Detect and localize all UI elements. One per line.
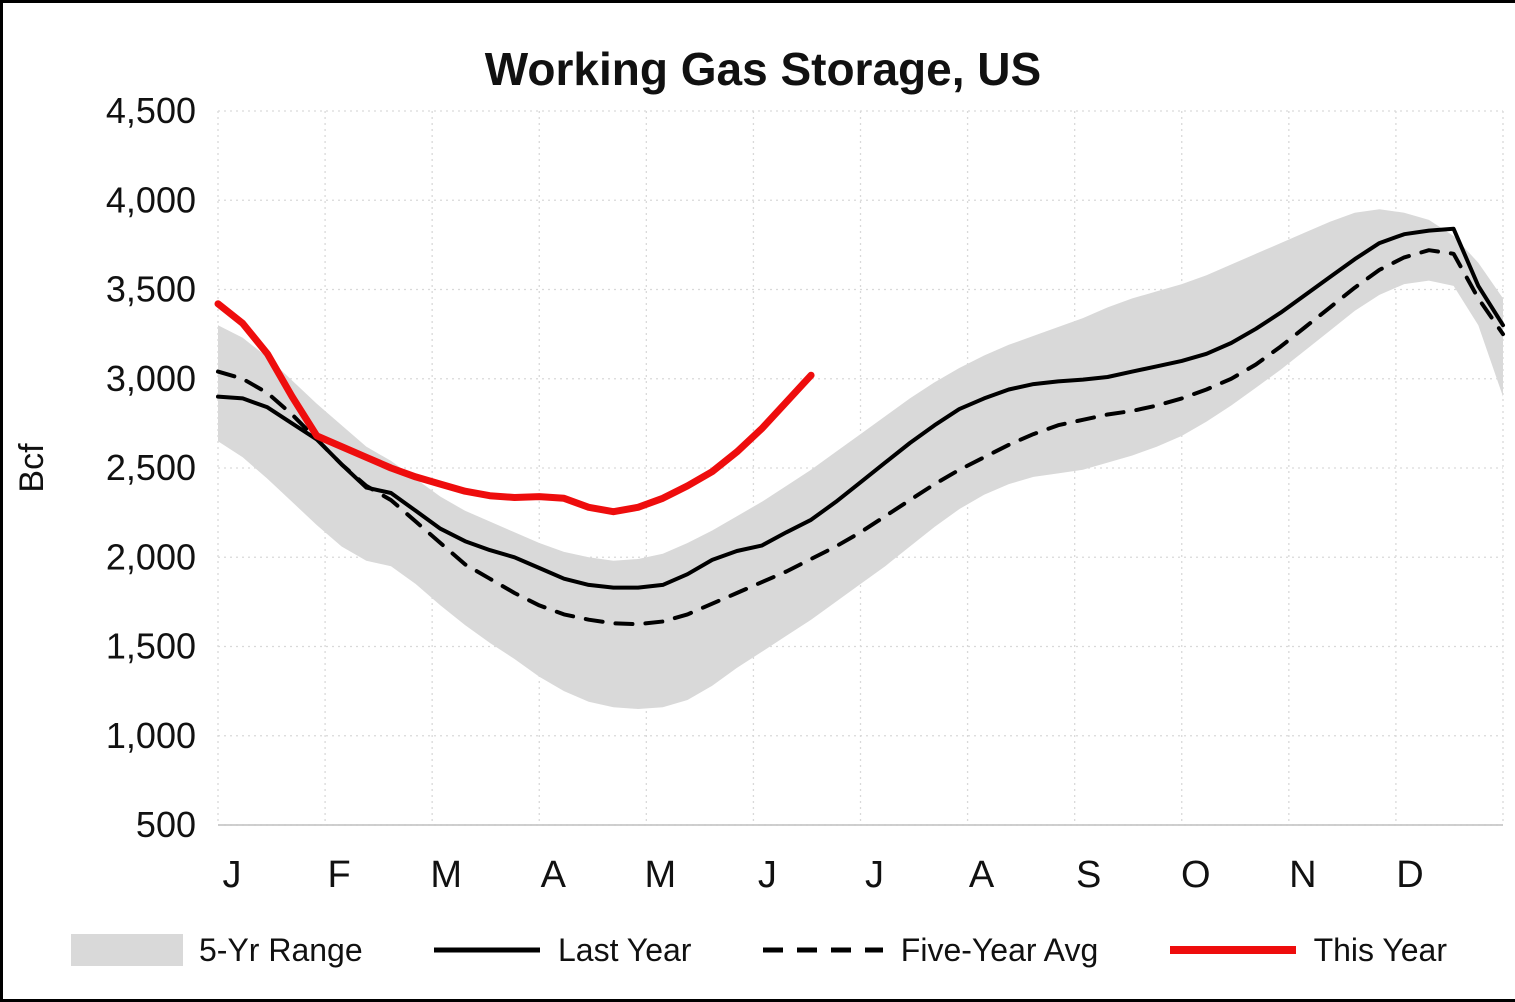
legend-label-this-year: This Year [1313, 931, 1447, 968]
x-month-label: N [1289, 854, 1316, 896]
y-tick-label: 1,000 [106, 715, 196, 756]
x-month-label: J [865, 854, 884, 896]
five-year-range-band [218, 209, 1503, 709]
y-tick-label: 1,500 [106, 626, 196, 667]
x-month-label: S [1076, 854, 1101, 896]
x-month-label: A [969, 854, 995, 896]
five-yr-range-swatch [71, 934, 183, 966]
y-axis-title: Bcf [13, 443, 51, 493]
legend-label-five-year-avg: Five-Year Avg [900, 931, 1099, 968]
y-tick-label: 2,000 [106, 536, 196, 577]
y-tick-label: 4,000 [106, 179, 196, 220]
y-axis-tick-labels: 500 1,000 1,500 2,000 2,500 3,000 3,500 4,000 4,… [106, 90, 196, 845]
y-tick-label: 500 [136, 804, 196, 845]
x-month-label: J [758, 854, 777, 896]
x-month-label: D [1396, 854, 1423, 896]
last-year-line-swatch [433, 947, 540, 953]
this-year-line-swatch [1169, 946, 1296, 954]
legend-item-5yr-range: 5-Yr Range [71, 932, 363, 969]
y-tick-label: 3,500 [106, 269, 196, 310]
five-year-range-area [218, 209, 1503, 709]
legend-item-five-year-avg: Five-Year Avg [761, 932, 1098, 969]
y-tick-label: 4,500 [106, 90, 196, 131]
series-line-this-year [214, 300, 815, 516]
y-tick-label: 3,000 [106, 358, 196, 399]
y-tick-label: 2,500 [106, 447, 196, 488]
x-month-label: A [541, 854, 567, 896]
working-gas-storage-chart: Working Gas Storage, US Bcf 500 1,000 1,50… [13, 43, 1505, 896]
series-lines [214, 226, 1505, 627]
chart-legend: 5-Yr Range Last Year Five-Year Avg This … [3, 915, 1515, 985]
legend-item-last-year: Last Year [432, 932, 691, 969]
x-month-label: F [327, 854, 350, 896]
series-line-last-year [216, 226, 1505, 590]
five-year-avg-line-swatch [762, 947, 883, 953]
x-month-label: M [645, 854, 677, 896]
series-line-five-year-avg [216, 248, 1505, 627]
chart-title: Working Gas Storage, US [485, 43, 1041, 95]
x-month-label: M [430, 854, 462, 896]
legend-item-this-year: This Year [1168, 932, 1447, 969]
legend-label-last-year: Last Year [557, 931, 692, 968]
legend-label-5yr-range: 5-Yr Range [199, 931, 363, 968]
x-month-label: J [223, 854, 242, 896]
x-month-label: O [1181, 854, 1211, 896]
